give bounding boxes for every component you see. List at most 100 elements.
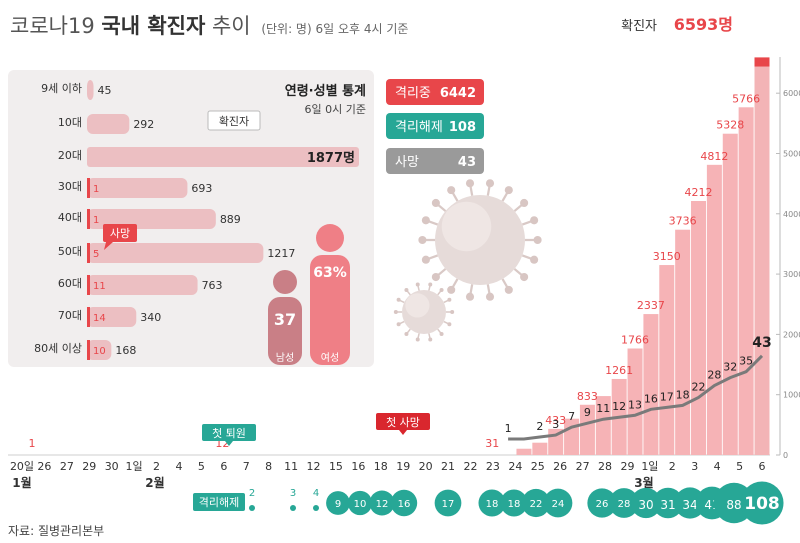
male-figure-icon: 37 남성: [268, 270, 302, 365]
legend-item: 사망 43: [386, 148, 484, 174]
recovered-label-tag: 격리해제: [193, 493, 245, 511]
recovered-bubble: 9: [326, 491, 350, 515]
gender-value: 37: [274, 310, 296, 329]
total-callout: 확진자 6593명: [621, 15, 733, 34]
x-tick-label: 1일: [126, 459, 143, 473]
age-label: 70대: [58, 309, 82, 322]
age-row: 50대 1217: [58, 243, 295, 263]
age-label: 20대: [58, 149, 82, 162]
death-value-label: 3: [552, 418, 559, 431]
age-bar: [87, 340, 112, 360]
svg-text:4: 4: [313, 488, 319, 499]
age-death-mark: [87, 209, 90, 229]
age-death-label: 10: [93, 346, 106, 357]
x-tick-label: 5: [736, 460, 743, 473]
recovered-bubble: 4: [313, 488, 319, 511]
death-value-label: 12: [612, 400, 626, 413]
bar-value-label: 2337: [637, 299, 665, 312]
age-row: 20대 1877명: [58, 147, 359, 167]
y-tick-label: 4000: [783, 210, 800, 219]
x-tick-label: 30: [105, 460, 119, 473]
svg-text:격리해제: 격리해제: [199, 495, 239, 509]
recovered-bubble: 17: [434, 489, 462, 517]
x-tick-label: 2: [669, 460, 676, 473]
y-tick-label: 1000: [783, 391, 800, 400]
legend-value: 6442: [440, 86, 476, 101]
virus-large-icon: [418, 179, 542, 301]
age-label: 30대: [58, 180, 82, 193]
death-value-label: 28: [707, 369, 721, 382]
bar: [627, 348, 643, 455]
svg-text:28: 28: [618, 499, 631, 510]
age-label: 40대: [58, 211, 82, 224]
recovered-bubble: 3: [290, 488, 296, 511]
y-tick-label: 3000: [783, 270, 800, 279]
age-death-mark: [87, 178, 90, 198]
inset-age-chart: 연령·성별 통계 6일 0시 기준 9세 이하 45 10대 292 20대 1877명 30대…: [8, 70, 374, 367]
y-tick-label: 0: [783, 451, 788, 460]
virus-illustration: [393, 179, 542, 342]
age-label: 60대: [58, 277, 82, 290]
total-value: 6593명: [674, 15, 733, 34]
y-tick-label: 2000: [783, 330, 800, 339]
bar: [675, 229, 691, 455]
recovered-bubble: 22: [521, 488, 551, 518]
death-value-label: 7: [568, 410, 575, 423]
age-death-mark: [87, 243, 90, 263]
death-trend-line: [508, 354, 764, 441]
age-value-label: 763: [202, 279, 223, 292]
recovered-bubble: 2: [249, 488, 255, 511]
age-row: 80세 이상 168: [34, 340, 136, 360]
age-value-label: 1217: [267, 247, 295, 260]
bar: [754, 57, 770, 456]
gender-label: 남성: [276, 352, 294, 364]
bar: [706, 164, 722, 455]
age-bar: [87, 243, 264, 263]
month-label: 1월: [12, 475, 31, 490]
source-credit: 자료: 질병관리본부: [8, 524, 105, 538]
bar-value-label: 1: [29, 437, 36, 450]
recovered-bubble: 31: [652, 487, 684, 519]
age-value-label: 168: [115, 344, 136, 357]
confirmed-callout: 확진자: [207, 110, 261, 131]
x-tick-label: 18: [374, 460, 388, 473]
svg-text:17: 17: [442, 499, 455, 510]
x-tick-label: 1일: [641, 459, 658, 473]
svg-text:12: 12: [376, 499, 389, 510]
age-value-label: 340: [140, 311, 161, 324]
legend-item: 격리해제 108: [386, 113, 484, 139]
bar-value-label: 433: [545, 414, 566, 427]
x-tick-label: 29: [620, 460, 634, 473]
age-row: 10대 292: [58, 114, 154, 134]
title-part-b: 국내 확진자: [101, 14, 206, 38]
gender-label: 여성: [321, 352, 339, 364]
x-tick-label: 28: [598, 460, 612, 473]
age-death-mark: [87, 275, 90, 295]
svg-text:3: 3: [290, 488, 296, 499]
svg-text:첫 퇴원: 첫 퇴원: [212, 427, 246, 440]
svg-text:22: 22: [530, 499, 543, 510]
age-bar: [87, 147, 359, 167]
bar: [738, 107, 754, 455]
x-tick-label: 25: [531, 460, 545, 473]
bar: [579, 404, 595, 455]
age-value-label: 45: [98, 84, 112, 97]
bar-value-label: 3736: [669, 215, 697, 228]
age-death-label: 11: [93, 281, 106, 292]
bar: [516, 448, 532, 455]
bar-segment-isolated: [754, 57, 770, 67]
legend-label: 격리해제: [395, 120, 443, 135]
death-value-label: 43: [752, 335, 771, 351]
age-row: 30대 693: [58, 178, 212, 198]
bar-value-label: 4212: [685, 186, 713, 199]
x-tick-label: 20일: [10, 459, 34, 473]
svg-text:88: 88: [726, 498, 741, 512]
bar: [722, 133, 738, 456]
age-bar: [87, 307, 137, 327]
bar: [691, 201, 707, 455]
recovered-bubble: 30: [630, 487, 662, 519]
svg-text:사망: 사망: [110, 227, 130, 240]
y-axis: 0 1000 2000 3000 4000 5000 6000: [776, 57, 800, 460]
age-label: 10대: [58, 116, 82, 129]
bar-value-label: 4812: [700, 150, 728, 163]
